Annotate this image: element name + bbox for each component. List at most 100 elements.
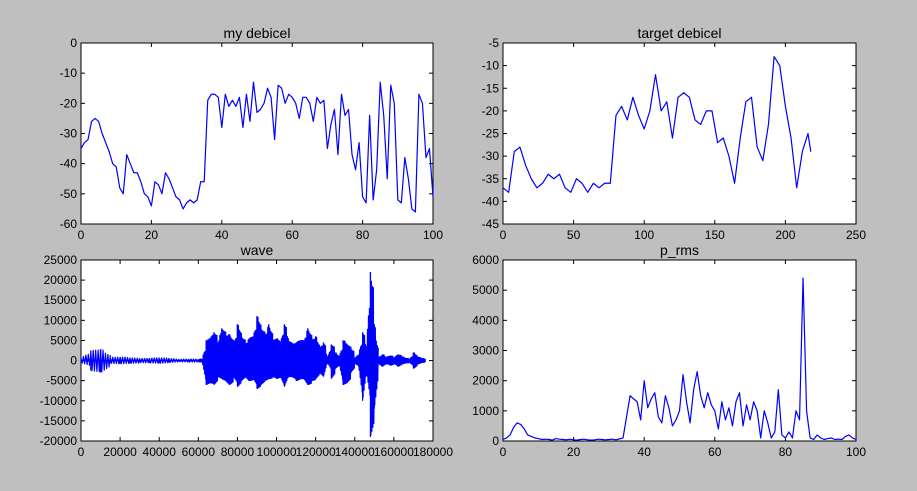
- wave-waveform-segment: [287, 340, 293, 378]
- wave-waveform-segment: [260, 328, 266, 385]
- wave-waveform-segment: [221, 328, 227, 381]
- target-debicel-x-tick-label: 150: [705, 228, 725, 242]
- wave-x-tick-label: 120000: [296, 445, 336, 459]
- wave-waveform-segment: [201, 350, 207, 380]
- wave-waveform-segment: [129, 357, 141, 364]
- my-debicel-x-tick-label: 80: [356, 228, 370, 242]
- my-debicel-y-tick-label: -50: [60, 187, 78, 201]
- p-rms-title: p_rms: [660, 242, 699, 258]
- wave-y-tick-label: 20000: [44, 273, 78, 287]
- wave-x-tick-label: 100000: [257, 445, 297, 459]
- wave-waveform-segment: [416, 356, 422, 365]
- wave-y-tick-label: 25000: [44, 253, 78, 267]
- my-debicel-y-tick-label: -40: [60, 157, 78, 171]
- wave-y-tick-label: 15000: [44, 293, 78, 307]
- my-debicel-y-tick-label: 0: [70, 36, 77, 50]
- wave-waveform-segment: [408, 352, 415, 366]
- my-debicel-x-tick-label: 60: [286, 228, 300, 242]
- target-debicel-y-tick-label: -35: [482, 172, 500, 186]
- my-debicel-y-tick-label: -30: [60, 127, 78, 141]
- wave-waveform-segment: [397, 354, 403, 367]
- p-rms-y-tick-label: 2000: [472, 374, 499, 388]
- target-debicel-y-tick-label: -10: [482, 59, 500, 73]
- wave-waveform-segment: [362, 332, 368, 398]
- my-debicel-x-tick-label: 20: [145, 228, 159, 242]
- p-rms-y-tick-label: 4000: [472, 313, 499, 327]
- wave-waveform-segment: [420, 358, 426, 364]
- wave-x-tick-label: 0: [78, 445, 85, 459]
- wave-waveform-segment: [109, 356, 121, 365]
- wave-waveform-segment: [338, 349, 344, 380]
- my-debicel-y-tick-label: -60: [60, 217, 78, 231]
- wave-x-tick-label: 140000: [335, 445, 375, 459]
- wave-waveform-segment: [236, 324, 242, 387]
- wave-waveform-segment: [252, 316, 258, 385]
- wave-waveform-segment: [350, 348, 356, 373]
- wave-waveform-segment: [187, 358, 199, 363]
- target-debicel-x-tick-label: 100: [634, 228, 654, 242]
- target-debicel-y-tick-label: -15: [482, 81, 500, 95]
- wave-waveform-segment: [385, 355, 391, 365]
- target-debicel-plot-area: [502, 42, 857, 225]
- wave-waveform-segment: [268, 324, 274, 380]
- p-rms-series-line: [502, 277, 857, 441]
- wave-y-tick-label: -10000: [40, 394, 78, 408]
- wave-waveform-segment: [240, 336, 246, 381]
- wave-waveform-segment: [279, 334, 285, 385]
- wave-waveform-segment: [346, 344, 352, 383]
- wave-waveform-segment: [209, 334, 215, 384]
- p-rms-y-tick-label: 1000: [472, 404, 499, 418]
- wave-y-tick-label: 10000: [44, 313, 78, 327]
- wave-waveform-segment: [326, 350, 332, 369]
- target-debicel-series-line: [502, 55, 812, 193]
- wave-waveform-segment: [307, 328, 313, 386]
- wave-waveform-segment: [80, 353, 92, 366]
- my-debicel-plot-area: [80, 42, 434, 225]
- my-debicel-title: my debicel: [224, 25, 291, 41]
- wave-waveform-segment: [365, 306, 372, 396]
- wave-waveform-segment: [342, 340, 348, 386]
- wave-x-tick-label: 160000: [374, 445, 414, 459]
- wave-waveform-segment: [168, 358, 180, 364]
- wave-waveform-segment: [225, 334, 231, 385]
- wave-waveform-segment: [295, 340, 301, 382]
- wave-waveform-segment: [217, 332, 223, 379]
- wave-y-tick-label: -15000: [40, 414, 78, 428]
- my-debicel-x-tick-label: 100: [423, 228, 443, 242]
- wave-waveform-segment: [303, 330, 309, 385]
- wave-x-tick-label: 20000: [103, 445, 137, 459]
- my-debicel-axes: my debicel 0 20 40 60 80 100 0 -10 -20 -30 -40 -50 -6…: [60, 25, 444, 242]
- my-debicel-series-line: [80, 81, 434, 213]
- wave-waveform-segment: [99, 349, 111, 373]
- wave-x-tick-label: 60000: [182, 445, 216, 459]
- p-rms-x-tick-label: 100: [846, 445, 866, 459]
- my-debicel-x-tick-label: 40: [215, 228, 229, 242]
- wave-x-tick-label: 180000: [413, 445, 453, 459]
- wave-waveform-segment: [264, 326, 270, 382]
- wave-waveform-segment: [256, 316, 262, 389]
- wave-waveform-segment: [197, 358, 203, 363]
- wave-waveform-segment: [393, 355, 399, 366]
- wave-y-tick-label: 0: [70, 354, 77, 368]
- wave-waveform-segment: [291, 342, 297, 380]
- wave-waveform-segment: [248, 336, 254, 382]
- wave-y-tick-label: -20000: [40, 434, 78, 448]
- target-debicel-y-tick-label: -5: [488, 36, 499, 50]
- wave-waveform-segment: [318, 345, 325, 377]
- wave-waveform-segment: [401, 356, 407, 365]
- wave-y-tick-label: 5000: [50, 333, 77, 347]
- wave-x-tick-label: 80000: [221, 445, 255, 459]
- wave-x-tick-label: 40000: [143, 445, 177, 459]
- p-rms-y-tick-label: 3000: [472, 344, 499, 358]
- wave-y-tick-label: -5000: [46, 374, 77, 388]
- p-rms-x-tick-label: 20: [567, 445, 581, 459]
- wave-waveform-segment: [272, 338, 278, 379]
- wave-waveform-segment: [311, 336, 317, 382]
- wave-waveform-segment: [275, 338, 282, 380]
- target-debicel-y-tick-label: -20: [482, 104, 500, 118]
- p-rms-x-tick-label: 60: [708, 445, 722, 459]
- wave-waveform-segment: [158, 357, 170, 364]
- wave-waveform-segment: [377, 355, 383, 367]
- wave-waveform-segment: [412, 352, 418, 369]
